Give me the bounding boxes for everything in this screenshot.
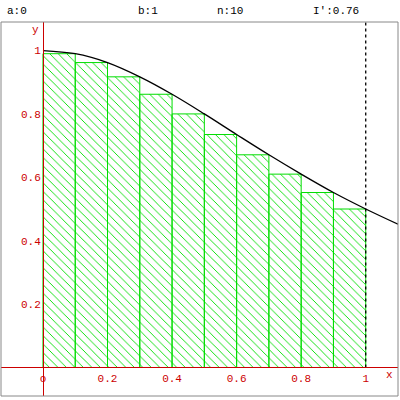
- svg-text:0.6: 0.6: [21, 172, 41, 184]
- svg-text:n:10: n:10: [217, 5, 243, 17]
- svg-text:1: 1: [362, 373, 369, 385]
- svg-text:y: y: [32, 24, 39, 36]
- svg-text:x: x: [386, 369, 393, 381]
- svg-text:0.2: 0.2: [21, 299, 41, 311]
- svg-text:o: o: [40, 373, 47, 385]
- svg-text:I':0.76: I':0.76: [313, 5, 359, 17]
- svg-text:1: 1: [34, 45, 41, 57]
- svg-text:0.8: 0.8: [291, 373, 311, 385]
- svg-text:0.8: 0.8: [21, 109, 41, 121]
- svg-text:a:0: a:0: [7, 5, 27, 17]
- svg-text:b:1: b:1: [138, 5, 158, 17]
- svg-text:0.4: 0.4: [21, 236, 41, 248]
- svg-text:0.4: 0.4: [162, 373, 182, 385]
- svg-text:0.6: 0.6: [227, 373, 247, 385]
- svg-text:0.2: 0.2: [98, 373, 118, 385]
